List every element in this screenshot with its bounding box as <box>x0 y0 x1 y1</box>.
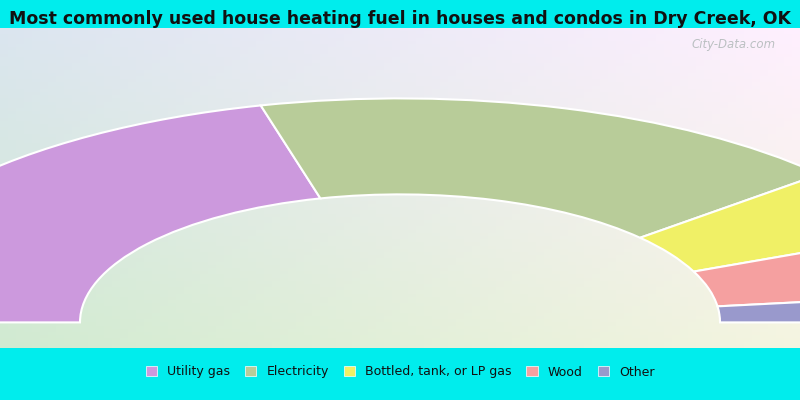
Text: Most commonly used house heating fuel in houses and condos in Dry Creek, OK: Most commonly used house heating fuel in… <box>9 10 791 28</box>
Wedge shape <box>261 98 800 238</box>
Legend: Utility gas, Electricity, Bottled, tank, or LP gas, Wood, Other: Utility gas, Electricity, Bottled, tank,… <box>142 362 658 382</box>
Text: City-Data.com: City-Data.com <box>692 38 776 51</box>
Wedge shape <box>718 294 800 322</box>
Wedge shape <box>640 174 800 272</box>
Wedge shape <box>0 106 321 322</box>
Wedge shape <box>694 234 800 306</box>
